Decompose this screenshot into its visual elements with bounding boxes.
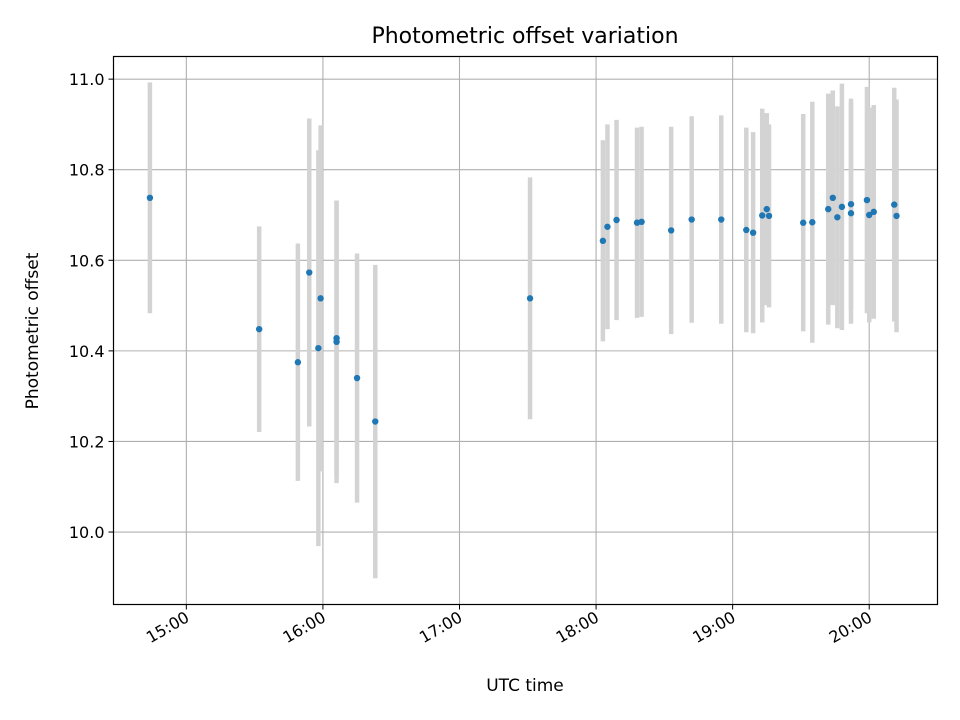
data-point [847,210,855,217]
chart-title: Photometric offset variation [371,24,678,49]
data-point [866,211,873,219]
data-point [372,418,379,425]
data-points [146,194,900,425]
data-point [146,194,154,202]
data-point [847,200,855,208]
y-tick-label: 10.6 [69,251,105,270]
data-point [599,237,607,245]
y-axis-label: Photometric offset [23,252,43,409]
data-point [863,196,871,204]
data-point [306,269,313,276]
data-point [759,212,766,219]
y-tick-label: 11.0 [69,70,105,89]
data-point [834,214,841,221]
y-tick-label: 10.2 [69,432,105,451]
y-axis-ticks: 10.0 10.2 10.4 10.6 10.8 11.0 [69,70,114,542]
data-point [829,194,836,202]
data-point [315,344,322,352]
data-point [688,216,695,223]
data-point [317,295,324,302]
data-point [255,325,263,333]
data-point [765,212,773,220]
y-tick-label: 10.8 [69,161,105,180]
data-point [718,216,725,223]
data-point [749,229,757,236]
data-point [809,219,816,226]
data-point [526,295,534,302]
data-point [893,212,900,220]
data-point [763,205,770,213]
x-axis-label: UTC time [486,676,564,696]
y-tick-label: 10.4 [69,342,105,361]
data-point [743,226,750,234]
data-point [800,219,807,226]
data-point [825,205,832,213]
data-point [613,216,620,224]
data-point [667,227,675,234]
data-point [870,208,877,216]
data-point [604,223,611,230]
data-point [353,374,361,382]
plot-frame [112,55,939,606]
data-point [638,218,645,226]
data-point [891,201,898,208]
y-tick-label: 10.0 [69,523,105,542]
data-point [294,359,302,366]
data-point [838,203,846,211]
data-point [333,338,340,346]
